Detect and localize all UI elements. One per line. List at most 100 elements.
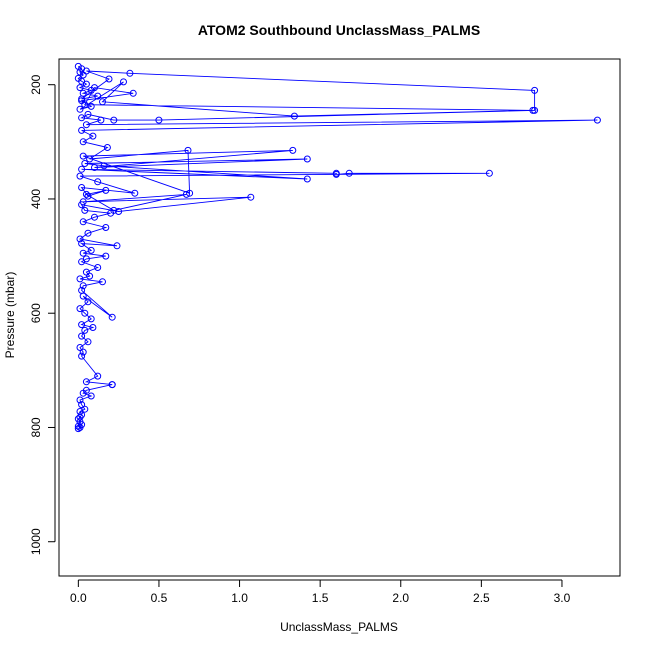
data-point [99,278,106,286]
data-point [113,242,121,250]
data-point [81,206,89,214]
data-point [78,165,86,173]
data-point [78,240,86,247]
plot-frame [58,58,621,577]
data-point [78,201,86,209]
data-point [89,324,97,331]
data-point [76,305,84,313]
data-point [102,252,110,260]
x-axis-label: UnclassMass_PALMS [280,620,398,634]
data-point [84,110,92,118]
data-point [76,424,84,431]
y-axis-label: Pressure (mbar) [3,272,17,359]
data-point [76,275,84,283]
x-axis: 0.0 0.5 1.0 1.5 2.0 2.5 3.0 [70,579,571,605]
data-point [81,309,89,317]
data-point [94,178,102,186]
data-point [289,146,297,154]
data-point [303,175,311,183]
data-point [84,192,92,200]
x-tick-label: 3.0 [554,591,571,605]
data-point [247,193,255,201]
data-point [81,160,89,167]
data-point [82,67,90,75]
chart-title: ATOM2 Southbound UnclassMass_PALMS [198,22,480,38]
data-point [78,126,86,134]
data-point [87,102,95,110]
data-point [184,146,192,154]
data-point [102,224,110,231]
data-point [94,264,102,271]
data-point [78,401,86,409]
x-tick-label: 1.0 [231,591,248,605]
y-tick-label: 800 [29,417,43,437]
data-point [107,209,115,217]
data-point [82,190,90,198]
data-point [79,292,87,300]
data-point [94,92,102,100]
data-point [105,75,113,83]
data-point [290,112,298,120]
data-point [91,164,98,171]
data-point [345,169,353,177]
data-point [108,381,116,389]
data-point [79,152,87,160]
data-point [485,169,493,177]
y-tick-label: 200 [29,74,43,94]
data-point [593,116,601,124]
data-point [129,89,137,97]
data-point [81,326,89,334]
data-point [79,348,87,356]
y-tick-label: 400 [29,189,43,209]
data-point [86,155,94,163]
x-tick-label: 0.5 [151,591,168,605]
data-point [76,396,84,404]
data-point [78,332,86,340]
data-point [79,249,87,257]
data-point [155,116,163,124]
data-point [108,313,116,321]
data-point [84,229,92,237]
data-point [76,105,84,113]
data-point [78,258,86,266]
data-point [76,84,84,92]
data-point [531,86,539,94]
data-point [91,213,98,221]
data-point [126,69,134,77]
data-point [82,80,90,88]
series-line [77,66,598,429]
data-point [76,172,84,180]
data-point [78,352,86,360]
data-point [79,282,87,290]
data-point [186,189,194,197]
data-point [82,378,90,386]
y-tick-label: 600 [29,303,43,323]
data-point [115,208,123,215]
data-point [131,189,139,197]
y-axis: 200 400 600 800 1000 [29,74,56,555]
data-point [89,132,97,140]
data-point [87,392,95,400]
data-point [76,413,84,421]
data-point [84,298,92,306]
data-point [100,162,108,170]
data-point [99,98,106,106]
data-point [182,190,190,198]
data-point [86,272,94,280]
y-tick-label: 1000 [29,528,43,555]
x-tick-label: 0.0 [70,591,87,605]
data-point [303,155,311,163]
data-point [76,235,84,243]
data-point [79,218,87,226]
data-point [110,116,118,124]
data-point [87,246,95,254]
data-point [74,422,82,430]
data-point [529,106,537,114]
data-point [79,389,87,397]
data-point [78,184,86,191]
data-point [82,121,90,129]
x-tick-label: 1.5 [312,591,329,605]
x-tick-label: 2.0 [392,591,409,605]
